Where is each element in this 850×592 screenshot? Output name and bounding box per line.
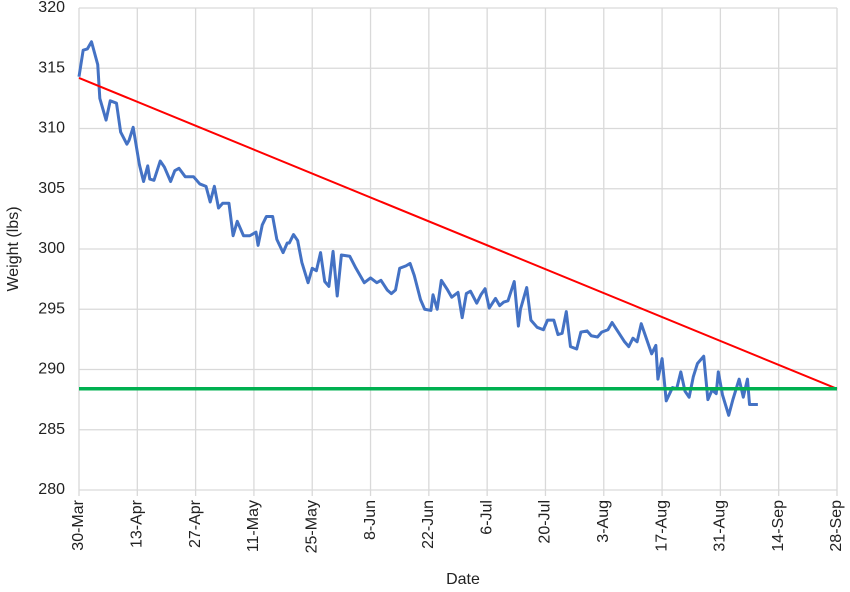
- y-axis-label: Weight (lbs): [5, 206, 22, 291]
- x-tick-label: 11-May: [245, 500, 262, 552]
- x-tick-label: 22-Jun: [420, 500, 437, 549]
- x-tick-label: 3-Aug: [595, 500, 612, 543]
- series-line: [77, 40, 758, 417]
- x-tick-label: 30-Mar: [70, 499, 87, 550]
- y-tick-label: 300: [38, 240, 65, 257]
- y-tick-label: 315: [38, 59, 65, 76]
- series-line: [78, 76, 838, 390]
- x-tick-label: 31-Aug: [712, 500, 729, 552]
- y-tick-label: 280: [38, 481, 65, 498]
- x-tick-label: 17-Aug: [653, 500, 670, 552]
- x-tick-label: 14-Sep: [770, 500, 787, 552]
- y-tick-label: 290: [38, 361, 65, 378]
- x-tick-label: 6-Jul: [478, 500, 495, 535]
- x-tick-label: 25-May: [303, 500, 320, 553]
- x-tick-label: 28-Sep: [828, 500, 845, 552]
- x-tick-label: 27-Apr: [187, 499, 204, 548]
- y-tick-label: 310: [38, 120, 65, 137]
- x-tick-label: 8-Jun: [362, 500, 379, 540]
- y-tick-label: 285: [38, 421, 65, 438]
- x-tick-label: 20-Jul: [537, 500, 554, 544]
- y-tick-label: 295: [38, 300, 65, 317]
- x-axis-label: Date: [446, 571, 480, 588]
- y-tick-label: 320: [38, 0, 65, 16]
- x-tick-label: 13-Apr: [129, 499, 146, 548]
- y-tick-label: 305: [38, 180, 65, 197]
